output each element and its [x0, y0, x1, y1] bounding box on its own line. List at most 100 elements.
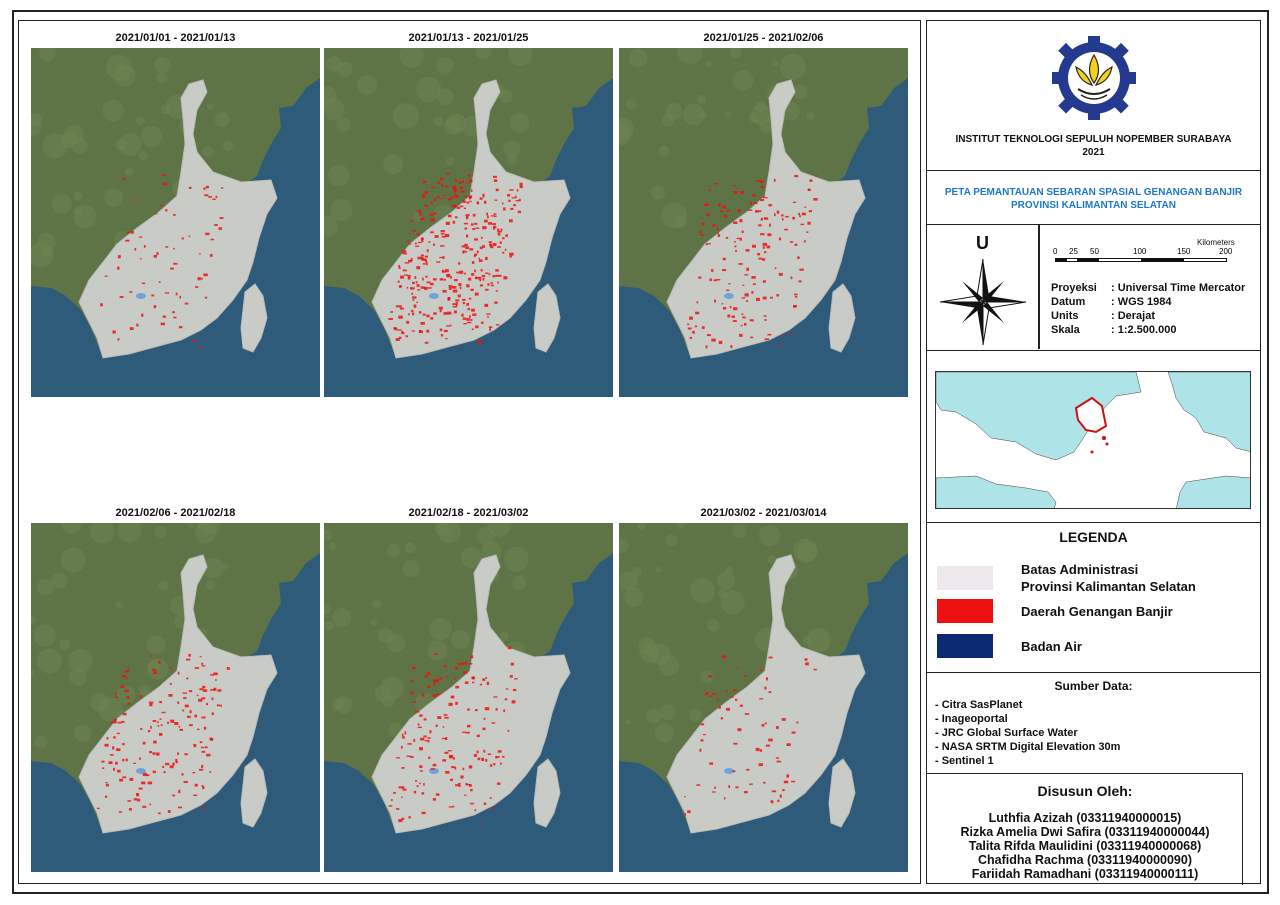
flood-spot	[165, 246, 169, 248]
flood-spot	[485, 272, 489, 274]
flood-spot	[743, 791, 748, 794]
flood-spot	[178, 725, 181, 728]
flood-spot	[412, 296, 417, 299]
flood-spot	[709, 695, 713, 697]
flood-spot	[432, 763, 437, 767]
flood-spot	[490, 282, 493, 285]
flood-spot	[781, 214, 784, 217]
flood-spot	[475, 227, 480, 229]
flood-spot	[440, 230, 445, 233]
flood-spot	[216, 704, 221, 707]
flood-spot	[784, 228, 789, 231]
terrain-texture	[504, 546, 529, 572]
flood-spot	[704, 203, 709, 206]
flood-spot	[798, 212, 801, 216]
flood-spot	[452, 757, 455, 760]
flood-spot	[727, 314, 731, 318]
flood-spot	[443, 329, 448, 333]
flood-spot	[204, 296, 208, 299]
authors-title: Disusun Oleh:	[1037, 783, 1133, 799]
flood-spot	[153, 671, 158, 675]
flood-spot	[411, 259, 413, 262]
terrain-texture	[73, 205, 97, 229]
flood-spot	[454, 767, 457, 770]
flood-spot	[701, 326, 705, 329]
flood-spot	[684, 796, 686, 798]
flood-spot	[419, 782, 421, 785]
flood-spot	[455, 301, 459, 304]
terrain-texture	[327, 164, 350, 187]
flood-spot	[416, 301, 418, 304]
flood-spot	[752, 194, 756, 197]
flood-spot	[494, 215, 497, 218]
flood-spot	[771, 790, 777, 793]
flood-spot	[689, 336, 693, 339]
flood-spot	[140, 695, 143, 699]
flood-spot	[395, 305, 400, 308]
flood-spot	[194, 783, 198, 787]
island-area	[240, 283, 268, 353]
flood-spot	[709, 762, 714, 765]
flood-spot	[402, 788, 407, 791]
flood-spot	[689, 316, 693, 320]
flood-spot	[397, 329, 402, 331]
flood-spot	[752, 244, 756, 248]
flood-spot	[783, 780, 789, 784]
flood-spot	[416, 785, 420, 787]
flood-spot	[699, 230, 702, 234]
flood-spot	[705, 692, 709, 695]
scale-tick-0: 0	[1053, 247, 1058, 256]
flood-spot	[411, 309, 414, 313]
flood-spot	[499, 274, 502, 277]
flood-spot	[722, 269, 727, 272]
terrain-texture	[154, 56, 171, 73]
flood-spot	[115, 761, 118, 765]
flood-spot	[454, 193, 457, 196]
flood-spot	[734, 245, 737, 248]
flood-spot	[700, 234, 705, 236]
flood-spot	[465, 182, 470, 184]
flood-spot	[158, 281, 161, 283]
terrain-texture	[383, 154, 404, 175]
flood-spot	[445, 221, 450, 225]
flood-spot	[440, 334, 444, 337]
institution-year: 2021	[1082, 147, 1105, 158]
flood-spot	[184, 704, 189, 708]
flood-spot	[472, 213, 476, 217]
flood-spot	[129, 291, 133, 293]
province-area	[78, 554, 278, 834]
authors-section: Disusun Oleh: Luthfia Azizah (0331194000…	[927, 773, 1243, 885]
terrain-texture	[156, 72, 167, 84]
flood-spot	[804, 658, 808, 661]
author-name: Rizka Amelia Dwi Safira (03311940000044)	[960, 825, 1210, 839]
terrain-texture	[665, 102, 683, 120]
terrain-texture	[655, 566, 662, 573]
flood-spot	[497, 281, 499, 284]
terrain-texture	[806, 628, 831, 653]
flood-spot	[712, 692, 717, 695]
flood-spot	[471, 261, 475, 264]
flood-spot	[172, 311, 175, 314]
flood-spot	[481, 321, 484, 324]
flood-spot	[163, 771, 166, 774]
flood-spot	[397, 280, 400, 283]
authors-list: Luthfia Azizah (03311940000015) Rizka Am…	[927, 811, 1243, 881]
panel-title-1: 2021/01/01 - 2021/01/13	[115, 32, 236, 44]
flood-spot	[762, 246, 765, 249]
flood-spot	[425, 191, 428, 194]
flood-spot	[178, 326, 183, 329]
projection-row: Proyeksi: Universal Time Mercator	[1051, 282, 1246, 294]
sources-section: Sumber Data: - Citra SasPlanet - Inageop…	[927, 673, 1260, 773]
flood-spot	[443, 714, 448, 716]
flood-spot	[480, 284, 484, 287]
terrain-texture	[51, 572, 68, 589]
flood-spot	[519, 182, 523, 186]
flood-spot	[465, 731, 470, 734]
flood-spot	[452, 805, 455, 808]
flood-spot	[456, 303, 458, 306]
flood-spot	[151, 294, 155, 297]
terrain-texture	[324, 604, 331, 615]
flood-spot	[499, 241, 502, 244]
flood-spot	[700, 739, 704, 742]
flood-spot	[433, 682, 436, 686]
